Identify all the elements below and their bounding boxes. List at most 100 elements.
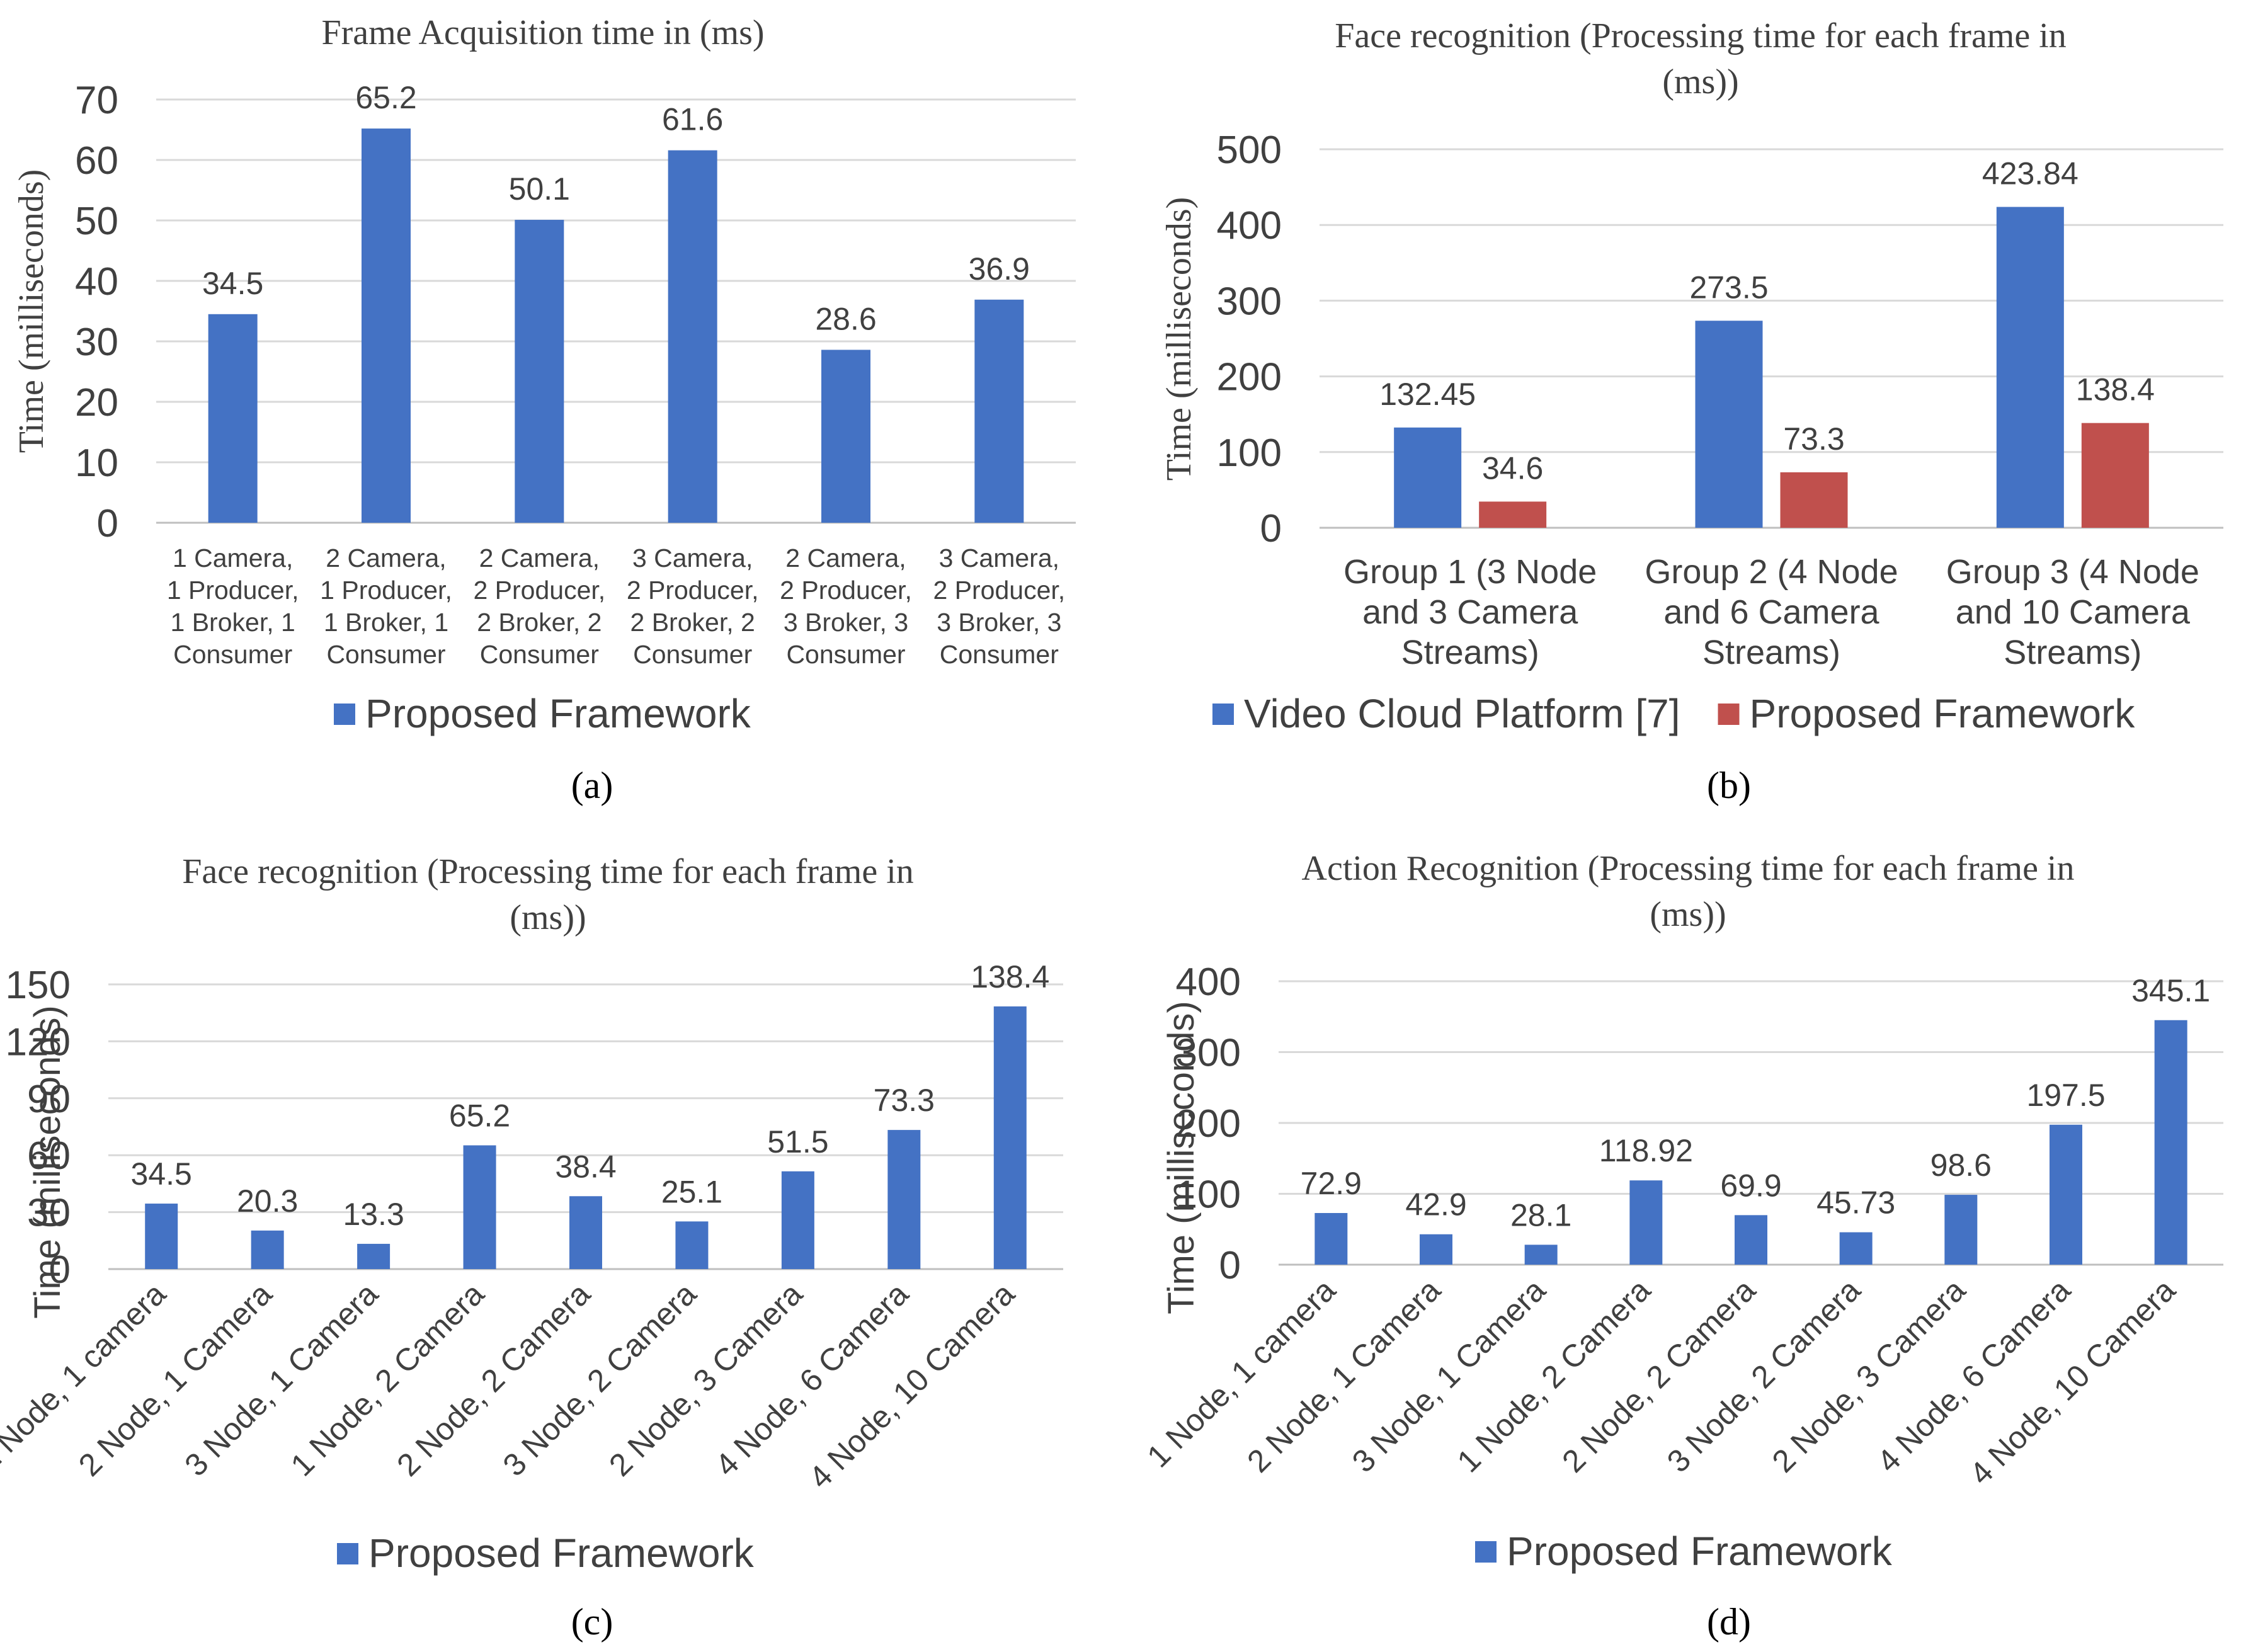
y-tick-label: 0 [97, 502, 118, 545]
y-tick-label: 70 [75, 79, 118, 122]
x-tick-label: 3 Node, 1 Camera [178, 1276, 385, 1483]
chart-title: (ms)) [510, 898, 586, 937]
bar [1524, 1245, 1558, 1265]
data-label: 45.73 [1816, 1185, 1895, 1221]
x-tick-label: 1 Node, 2 Camera [284, 1276, 491, 1483]
bar [463, 1145, 496, 1269]
y-tick-label: 500 [1217, 128, 1282, 172]
bar [974, 299, 1024, 523]
x-tick-label: 2 Node, 3 Camera [1765, 1272, 1973, 1479]
legend-label: Proposed Framework [368, 1530, 755, 1576]
x-tick-label: 2 Camera, 2 Producer, 3 Broker, 3 Consumer [780, 544, 912, 669]
data-label: 118.92 [1599, 1133, 1693, 1168]
bar [515, 220, 564, 523]
bar [993, 1006, 1027, 1269]
y-tick-label: 400 [1176, 960, 1241, 1004]
legend-label: Proposed Framework [365, 691, 751, 736]
y-tick-label: 100 [1176, 1173, 1241, 1217]
data-label: 28.1 [1510, 1197, 1571, 1233]
panel-caption: (b) [1707, 765, 1751, 806]
x-tick-label: 4 Node, 6 Camera [1870, 1272, 2077, 1479]
x-tick-label: 2 Node, 2 Camera [1555, 1272, 1762, 1479]
bar [1394, 427, 1462, 528]
data-label: 65.2 [355, 80, 416, 115]
data-label: 34.6 [1482, 450, 1543, 486]
y-tick-label: 0 [1219, 1244, 1241, 1287]
data-label: 72.9 [1301, 1166, 1362, 1201]
bar [1420, 1234, 1452, 1265]
y-tick-label: 200 [1217, 356, 1282, 399]
x-tick-label: 2 Node, 1 Camera [1240, 1272, 1447, 1479]
y-tick-label: 400 [1217, 204, 1282, 248]
data-label: 345.1 [2131, 973, 2210, 1008]
x-tick-label: 2 Node, 2 Camera [390, 1276, 597, 1483]
legend-swatch [1212, 704, 1234, 725]
data-label: 73.3 [874, 1083, 935, 1118]
y-tick-label: 90 [27, 1078, 71, 1121]
legend-label: Proposed Framework [1507, 1529, 1893, 1574]
chart-c: Face recognition (Processing time for ea… [0, 852, 1063, 1643]
y-tick-label: 0 [49, 1248, 71, 1292]
x-tick-label: 3 Node, 2 Camera [496, 1276, 704, 1483]
x-tick-label: 4 Node, 10 Camera [1963, 1272, 2182, 1491]
legend-swatch [1475, 1541, 1497, 1563]
legend-swatch [337, 1543, 358, 1564]
x-tick-label: 4 Node, 6 Camera [709, 1276, 916, 1483]
chart-d: Action Recognition (Processing time for … [1140, 849, 2223, 1643]
bar [1314, 1212, 1348, 1265]
panel-caption: (c) [571, 1601, 613, 1643]
x-tick-label: 2 Camera, 2 Producer, 2 Broker, 2 Consumer [473, 544, 605, 669]
x-tick-label: 2 Camera, 1 Producer, 1 Broker, 1 Consumer [320, 544, 452, 669]
chart-b: Face recognition (Processing time for ea… [1160, 16, 2223, 806]
data-label: 65.2 [449, 1098, 510, 1134]
data-label: 51.5 [767, 1124, 828, 1159]
bar [821, 350, 870, 523]
y-axis-label: Time (milliseconds) [1160, 197, 1199, 481]
y-tick-label: 120 [6, 1020, 71, 1064]
bar [362, 128, 411, 523]
y-tick-label: 10 [75, 441, 118, 485]
data-label: 138.4 [971, 959, 1049, 994]
bar [2081, 423, 2149, 528]
bar [781, 1171, 814, 1269]
data-label: 73.3 [1783, 421, 1844, 457]
data-label: 13.3 [343, 1197, 404, 1232]
bar [145, 1204, 178, 1269]
data-label: 132.45 [1379, 377, 1476, 412]
data-label: 20.3 [237, 1183, 298, 1219]
data-label: 423.84 [1982, 156, 2078, 191]
x-tick-label: 2 Node, 3 Camera [602, 1276, 809, 1483]
bar [1629, 1180, 1663, 1265]
legend-label: Proposed Framework [1750, 691, 2136, 736]
x-tick-label: 3 Node, 2 Camera [1660, 1272, 1868, 1479]
y-tick-label: 150 [6, 964, 71, 1007]
data-label: 61.6 [662, 102, 723, 137]
legend-label: Video Cloud Platform [7] [1244, 691, 1680, 736]
x-tick-label: 1 Node, 2 Camera [1451, 1272, 1658, 1479]
x-tick-label: Group 1 (3 Node and 3 Camera Streams) [1343, 553, 1597, 671]
y-axis-label: Time (milliseconds) [12, 169, 51, 453]
y-tick-label: 300 [1176, 1032, 1241, 1075]
x-tick-label: 3 Camera, 2 Producer, 2 Broker, 2 Consumer [627, 544, 759, 669]
chart-title: (ms)) [1662, 62, 1738, 101]
data-label: 50.1 [509, 171, 570, 207]
legend-swatch [1718, 704, 1740, 725]
x-tick-label: 3 Camera, 2 Producer, 3 Broker, 3 Consumer [933, 544, 1065, 669]
data-label: 34.5 [202, 266, 263, 301]
panel-caption: (a) [571, 765, 613, 806]
chart-title: Face recognition (Processing time for ea… [1335, 16, 2067, 55]
bar [1944, 1195, 1978, 1265]
data-label: 197.5 [2026, 1078, 2105, 1113]
bar [251, 1230, 284, 1269]
bar [357, 1243, 391, 1269]
bar [1479, 501, 1547, 528]
bar [1839, 1232, 1873, 1265]
x-tick-label: Group 3 (4 Node and 10 Camera Streams) [1946, 553, 2199, 671]
data-label: 34.5 [131, 1156, 192, 1192]
bar [668, 150, 717, 523]
data-label: 42.9 [1405, 1187, 1466, 1222]
panel-caption: (d) [1707, 1601, 1751, 1643]
y-tick-label: 100 [1217, 431, 1282, 475]
y-tick-label: 50 [75, 200, 118, 243]
bar [1996, 207, 2064, 528]
